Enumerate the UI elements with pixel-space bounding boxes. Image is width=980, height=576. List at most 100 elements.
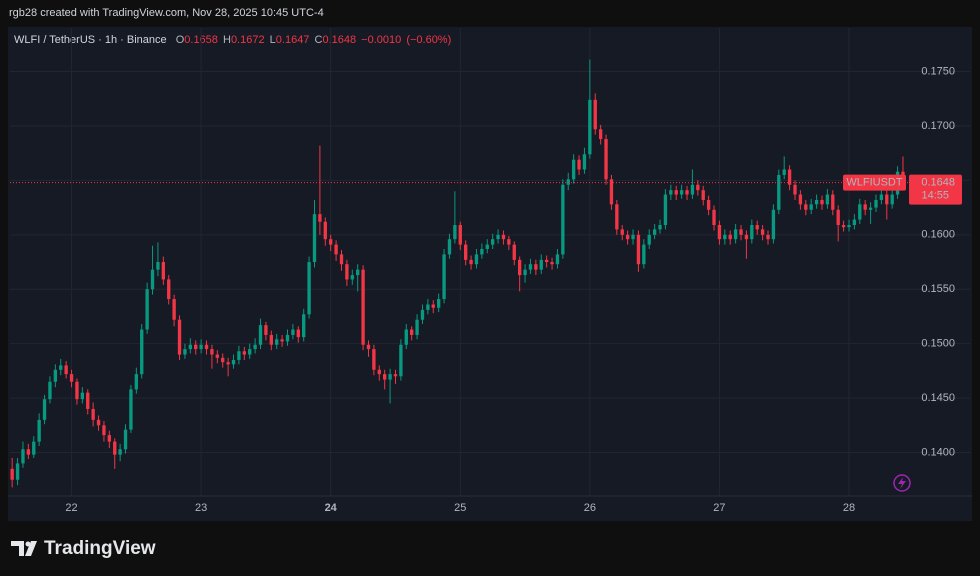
candle-body xyxy=(96,419,101,426)
candle-body xyxy=(874,199,878,208)
legend-change: −0.0010 xyxy=(361,34,401,46)
x-tick-label: 25 xyxy=(454,502,466,514)
candle-body xyxy=(404,329,408,345)
candle-body xyxy=(636,234,641,265)
candle-body xyxy=(566,179,570,185)
candle-body xyxy=(431,304,435,308)
candle-body xyxy=(712,209,716,226)
candle-body xyxy=(480,248,484,255)
symbol-tag-bg xyxy=(843,174,906,191)
candle-body xyxy=(156,262,160,270)
candle-body xyxy=(437,299,441,308)
candle-body xyxy=(280,339,284,342)
candle-body xyxy=(777,174,781,210)
y-tick-label: 0.1600 xyxy=(921,229,955,241)
candle-body xyxy=(204,344,209,350)
candle-body xyxy=(269,334,273,345)
candle-body xyxy=(177,319,182,355)
candle-body xyxy=(728,234,732,240)
candle-body xyxy=(685,190,689,195)
candle-body xyxy=(258,325,263,345)
candle-body xyxy=(706,199,711,210)
x-tick-label: 22 xyxy=(65,502,77,514)
candle-body xyxy=(852,219,857,226)
candle-body xyxy=(658,225,662,230)
candle-body xyxy=(609,179,614,205)
candle-body xyxy=(80,392,85,400)
candle-body xyxy=(701,190,705,200)
candle-body xyxy=(194,344,198,350)
candle-body xyxy=(696,184,700,191)
y-tick-label: 0.1400 xyxy=(921,446,955,458)
candle-body xyxy=(167,279,171,300)
candle-body xyxy=(663,194,668,226)
candle-body xyxy=(793,184,797,195)
symbol-tag: WLFIUSDT xyxy=(846,176,903,188)
candle-body xyxy=(679,190,684,195)
candle-body xyxy=(809,204,813,210)
x-tick-label: 26 xyxy=(584,502,596,514)
price-tag-bg xyxy=(909,174,962,205)
candle-body xyxy=(248,349,252,355)
candle-body xyxy=(383,374,387,380)
candle-body xyxy=(652,229,657,235)
candle-body xyxy=(199,344,203,350)
candle-body xyxy=(242,351,246,355)
candle-body xyxy=(490,239,495,245)
candle-body xyxy=(161,262,166,280)
candle-body xyxy=(744,234,749,240)
candle-body xyxy=(377,369,381,375)
legend-close-label: C xyxy=(315,34,323,46)
candle-body xyxy=(766,234,770,240)
candle-body xyxy=(399,344,403,377)
candle-body xyxy=(507,239,511,245)
candle-body xyxy=(512,244,516,260)
candle-body xyxy=(453,225,457,240)
y-tick-label: 0.1500 xyxy=(921,338,955,350)
candle-body xyxy=(517,259,522,276)
candle-body xyxy=(523,269,527,276)
candle-body xyxy=(102,425,106,436)
candle-body xyxy=(231,359,236,365)
candle-body xyxy=(674,190,678,195)
candle-body xyxy=(571,159,576,180)
candle-body xyxy=(690,184,695,195)
countdown: 14:55 xyxy=(921,189,949,201)
candle-body xyxy=(625,234,630,240)
candle-body xyxy=(26,449,31,455)
candle-body xyxy=(615,204,619,230)
candle-body xyxy=(123,429,128,450)
candle-body xyxy=(415,319,419,335)
candle-body xyxy=(771,209,776,240)
legend-open-label: O xyxy=(176,34,185,46)
candle-body xyxy=(210,349,214,355)
candle-body xyxy=(804,204,808,210)
candle-body xyxy=(717,225,722,240)
candle-body xyxy=(604,139,608,180)
candle-body xyxy=(782,169,786,175)
candle-body xyxy=(588,99,592,155)
candle-body xyxy=(64,365,68,375)
candle-body xyxy=(345,264,349,280)
candle-body xyxy=(113,441,117,455)
candle-body xyxy=(339,254,344,265)
candle-body xyxy=(69,374,74,382)
candle-body xyxy=(723,234,727,240)
candle-body xyxy=(501,234,506,240)
candle-body xyxy=(237,351,241,360)
legend: WLFI / TetherUS · 1h · Binance O0.1658 H… xyxy=(14,34,451,46)
candle-body xyxy=(221,357,225,363)
candle-body xyxy=(410,329,414,335)
candle-body xyxy=(253,344,257,350)
candle-body xyxy=(334,244,338,255)
candle-body xyxy=(474,254,479,265)
price-tag: 0.1648 xyxy=(921,176,955,188)
candle-body xyxy=(642,244,646,265)
candle-body xyxy=(150,269,155,290)
candle-body xyxy=(528,264,533,270)
candle-body xyxy=(350,275,354,280)
candle-body xyxy=(825,194,830,205)
candle-body xyxy=(426,304,430,310)
candle-body xyxy=(534,264,538,270)
